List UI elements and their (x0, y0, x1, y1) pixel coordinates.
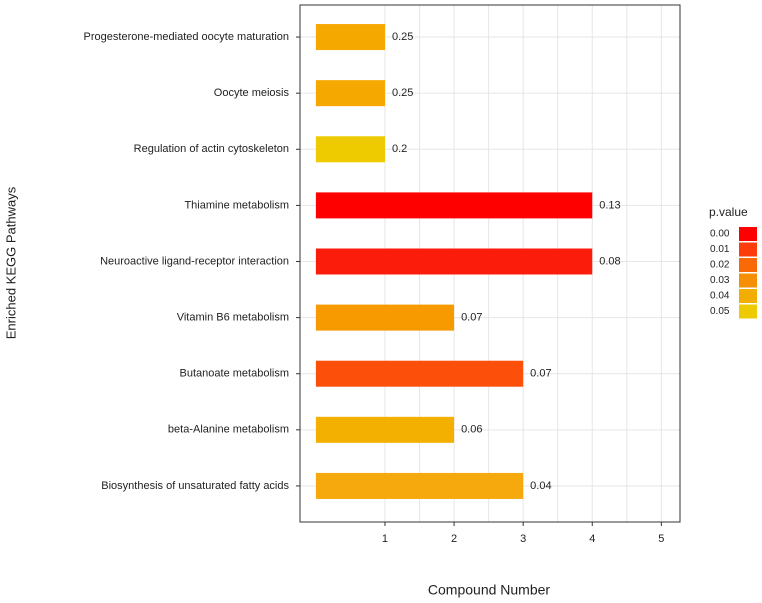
x-axis-title: Compound Number (428, 582, 551, 598)
p-value-label: 0.13 (599, 199, 620, 211)
legend-label: 0.04 (710, 291, 730, 302)
x-tick-label: 2 (451, 533, 457, 545)
p-value-label: 0.07 (530, 368, 551, 380)
y-tick-label: beta-Alanine metabolism (168, 424, 289, 436)
x-tick-label: 5 (658, 533, 664, 545)
bar (315, 360, 524, 387)
legend-swatch (739, 242, 757, 257)
x-tick-label: 1 (382, 533, 388, 545)
p-value-label: 0.06 (461, 424, 482, 436)
plot-border (299, 4, 681, 523)
bar (315, 80, 385, 107)
p-value-label: 0.2 (392, 143, 407, 155)
p-value-label: 0.04 (530, 480, 551, 492)
y-tick-label: Thiamine metabolism (184, 199, 289, 211)
legend-label: 0.03 (710, 275, 730, 286)
legend-swatch (739, 273, 757, 288)
p-value-label: 0.07 (461, 312, 482, 324)
y-tick-label: Progesterone-mediated oocyte maturation (84, 31, 289, 43)
y-tick-label: Vitamin B6 metabolism (177, 312, 289, 324)
y-tick-label: Oocyte meiosis (214, 87, 290, 99)
legend-label: 0.00 (710, 229, 730, 240)
legend-swatch (739, 258, 757, 272)
p-value-label: 0.25 (392, 87, 413, 99)
legend-title: p.value (709, 205, 748, 219)
legend-swatch (739, 289, 757, 303)
legend-label: 0.01 (710, 244, 730, 255)
x-tick-label: 4 (589, 533, 595, 545)
bar (315, 136, 385, 163)
y-tick-label: Neuroactive ligand-receptor interaction (100, 255, 289, 267)
p-value-label: 0.25 (392, 31, 413, 43)
y-axis-title: Enriched KEGG Pathways (3, 186, 18, 339)
legend-swatch (739, 227, 757, 241)
bar (315, 304, 455, 331)
bar (315, 248, 593, 275)
y-tick-label: Biosynthesis of unsaturated fatty acids (101, 480, 289, 492)
legend-label: 0.05 (710, 306, 730, 317)
y-tick-label: Butanoate metabolism (180, 368, 289, 380)
legend-swatch (739, 304, 757, 319)
bar (315, 24, 385, 51)
y-tick-label: Regulation of actin cytoskeleton (134, 143, 289, 155)
legend-label: 0.02 (710, 260, 730, 271)
bar (315, 472, 524, 499)
x-tick-label: 3 (520, 533, 526, 545)
p-value-label: 0.08 (599, 255, 620, 267)
bar (315, 192, 593, 219)
bar (315, 416, 455, 443)
